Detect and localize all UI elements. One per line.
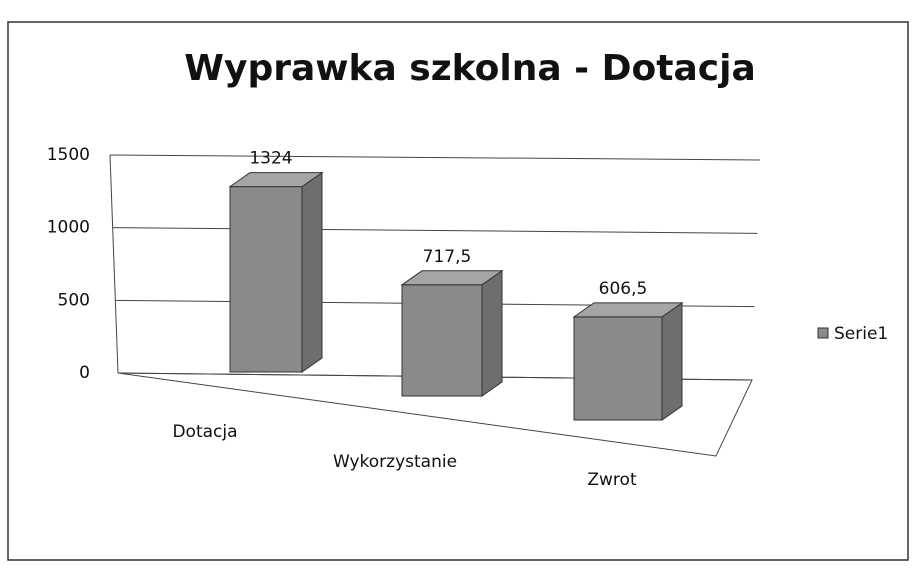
bar [400,269,504,397]
bar-front [573,316,663,421]
bar-side [301,171,323,373]
chart-title: Wyprawka szkolna - Dotacja [184,48,755,89]
data-label: 1324 [249,149,292,169]
x-tick-label: Dotacja [172,422,237,442]
bar-front [229,186,303,373]
bar-top [400,270,504,286]
bar-top [228,172,324,188]
bar-side [481,269,503,397]
data-label: 606,5 [599,279,648,299]
legend-swatch [817,327,829,339]
bar [572,301,684,421]
bar-top [572,302,684,318]
grid-line [112,227,758,234]
y-tick-label: 500 [58,290,90,310]
y-tick-label: 1000 [47,218,90,238]
bar-front [401,284,483,397]
y-tick-label: 1500 [47,145,90,165]
y-axis [109,154,119,374]
bar [228,171,324,373]
x-tick-label: Wykorzystanie [333,452,457,472]
bar-side [661,301,683,421]
legend-label: Serie1 [834,324,888,344]
data-label: 717,5 [423,247,472,267]
x-tick-label: Zwrot [587,470,637,490]
grid-line [109,154,761,161]
y-tick-label: 0 [79,363,90,383]
